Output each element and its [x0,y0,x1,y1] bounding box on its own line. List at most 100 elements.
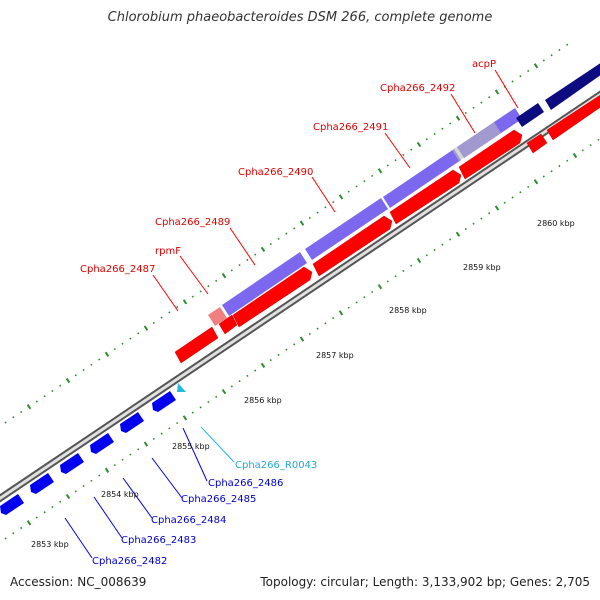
tick-mark [12,532,15,535]
tick-mark [324,206,327,209]
tick-mark [176,421,179,425]
cds-bar-rpmf[interactable] [208,307,227,326]
tick-mark [160,432,163,435]
tick-mark [254,253,257,256]
gene-label[interactable]: Cpha266_2492 [380,83,455,94]
gene-label[interactable]: Cpha266_2484 [151,515,226,526]
gene-arrow-cpha266-2486[interactable] [152,391,176,412]
tick-mark [519,191,522,194]
gene-arrow-cpha266-2484[interactable] [90,433,114,454]
tick-mark [347,190,350,193]
cds-bar-cpha266-2490[interactable] [305,198,388,260]
gene-label[interactable]: Cpha266_2482 [92,556,167,567]
tick-mark [82,484,85,488]
gene-label[interactable]: Cpha266_2486 [208,478,283,489]
tick-marks [4,43,600,540]
gene-label[interactable]: Cpha266_2489 [155,217,230,228]
gene-arrow-cpha266-2481[interactable] [0,494,24,515]
tick-mark [332,317,335,320]
tick-mark [182,299,188,305]
tick-mark [433,248,436,252]
scale-label: 2854 kbp [101,490,139,499]
tick-mark [355,301,358,304]
tick-mark [308,216,311,220]
tick-mark [494,205,500,211]
tick-mark [293,343,296,346]
cds-bar-next[interactable] [545,60,600,110]
tick-mark [26,520,32,526]
tick-mark [246,258,249,261]
scale-label: 2855 kbp [172,442,210,451]
tick-mark [230,269,233,272]
gene-label[interactable]: Cpha266_2485 [181,494,256,505]
gene-arrow-next[interactable] [546,92,600,141]
gene-arrow-cpha266-2490[interactable] [312,215,393,277]
tick-mark [51,505,54,509]
tick-mark [455,231,461,237]
gene-arrow-acpp[interactable] [526,133,548,154]
tick-mark [285,348,288,351]
tick-mark [433,132,436,136]
gene-label[interactable]: Cpha266_2490 [238,167,313,178]
gene-arrow-cpha266-2489[interactable] [232,266,313,328]
reverse-gene-labels: Cpha266_R0043 Cpha266_2486 Cpha266_2485 … [92,460,317,567]
tick-mark [90,363,93,366]
cds-bar-cpha266-2489[interactable] [222,252,307,316]
tick-mark [589,143,592,147]
tick-mark [455,115,461,121]
scale-label: 2858 kbp [389,306,427,315]
tick-mark [550,54,553,57]
tick-mark [121,342,124,345]
tick-mark [143,325,149,331]
tick-mark [143,441,149,447]
tick-mark [566,43,569,46]
gene-label[interactable]: Cpha266_2491 [313,122,388,133]
gene-arrow-cpha266-2485[interactable] [120,412,144,433]
tick-mark [480,101,483,104]
gene-label[interactable]: acpP [472,59,496,70]
tick-mark [65,377,71,384]
tick-mark [472,106,475,109]
tick-mark [176,305,179,309]
gene-arrow-cpha266-2491[interactable] [389,169,462,225]
gene-arrow-cpha266-2482[interactable] [30,473,54,494]
cds-bar-cpha266-2491[interactable] [383,149,461,208]
tick-mark [572,152,578,159]
gene-label[interactable]: Cpha266_2483 [121,535,196,546]
cds-bar-acpp[interactable] [516,103,544,127]
tick-mark [308,332,311,336]
cds-bar-gray [452,122,501,161]
gene-label[interactable]: Cpha266_R0043 [235,460,317,471]
rna-marker-cpha266-r0043[interactable] [177,383,186,392]
tick-mark [113,463,116,467]
tick-mark [199,290,202,293]
tick-mark [215,395,218,398]
tick-mark [238,264,241,267]
tick-mark [377,284,383,290]
gene-arrow-cpha266-2483[interactable] [60,453,84,474]
tick-mark [363,296,366,299]
tick-mark [402,269,405,273]
tick-mark [254,369,257,372]
tick-mark [238,380,241,383]
tick-mark [43,395,46,398]
tick-mark [269,243,272,246]
backbone [0,90,600,503]
gene-arrow-rpmf[interactable] [218,314,238,335]
gene-arrow-cpha266-2487[interactable] [174,326,219,364]
cds-track [208,60,600,326]
gene-label[interactable]: Cpha266_2487 [80,264,155,275]
tick-mark [324,322,327,325]
tick-mark [137,332,140,335]
gene-label[interactable]: rpmF [155,246,181,257]
tick-mark [363,180,366,183]
tick-mark [121,458,124,461]
tick-mark [51,389,54,393]
tick-mark [104,467,110,473]
tick-mark [74,490,77,493]
tick-mark [338,194,344,200]
scale-label: 2853 kbp [31,540,69,549]
tick-mark [207,284,210,288]
tick-mark [394,275,397,278]
gene-arrow-cpha266-2492[interactable] [458,129,523,180]
